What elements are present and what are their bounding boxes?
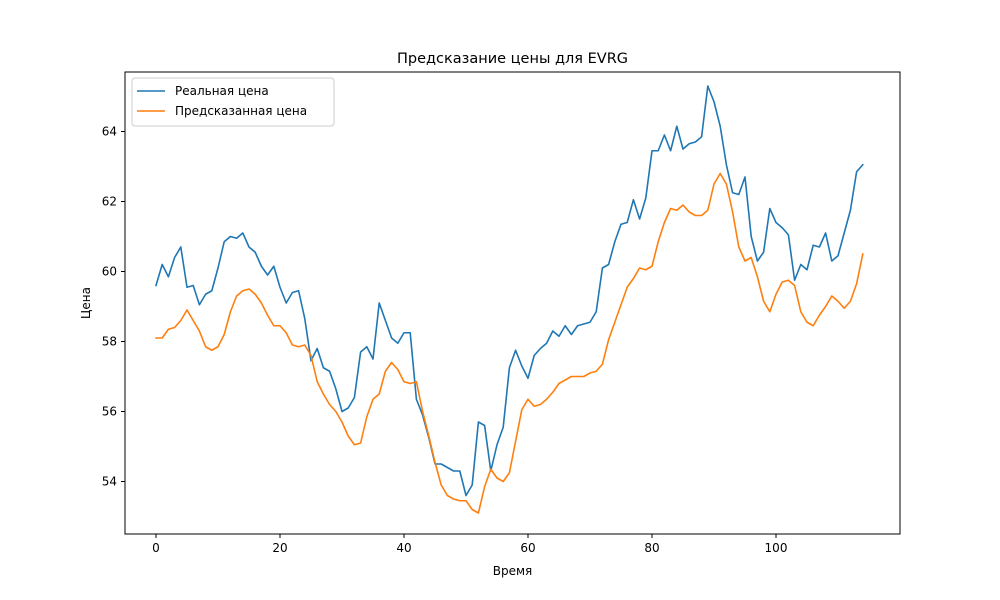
series-line-1: [155, 85, 864, 497]
y-tick-label: 54: [102, 475, 117, 489]
legend-box: [131, 77, 335, 127]
legend-label: Реальная цена: [175, 84, 269, 98]
x-axis-label: Время: [493, 564, 533, 578]
x-tick-label: 40: [396, 541, 411, 555]
y-tick-label: 60: [102, 265, 117, 279]
legend-item: Предсказанная цена: [137, 104, 307, 118]
y-tick-label: 62: [102, 195, 117, 209]
y-axis: 54 56 58 60 62 64: [102, 125, 125, 489]
x-axis: 0 20 40 60 80 100: [152, 534, 787, 555]
legend-label: Предсказанная цена: [175, 104, 307, 118]
x-tick-label: 100: [765, 541, 788, 555]
x-tick-label: 60: [520, 541, 535, 555]
x-tick-label: 0: [152, 541, 160, 555]
y-axis-label: Цена: [79, 287, 93, 319]
y-tick-label: 56: [102, 405, 117, 419]
legend-item: Реальная цена: [137, 84, 269, 98]
plot-frame: [124, 71, 901, 535]
y-tick-label: 58: [102, 335, 117, 349]
chart-title: Предсказание цены для EVRG: [397, 51, 628, 67]
series-line-2: [155, 172, 864, 514]
series-layer: [155, 85, 864, 514]
legend-items: Реальная цена Предсказанная цена: [137, 84, 307, 118]
x-tick-label: 80: [644, 541, 659, 555]
x-tick-label: 20: [272, 541, 287, 555]
y-tick-label: 64: [102, 125, 117, 139]
plot-area: [124, 71, 901, 535]
legend: Реальная цена Предсказанная цена: [131, 77, 335, 127]
